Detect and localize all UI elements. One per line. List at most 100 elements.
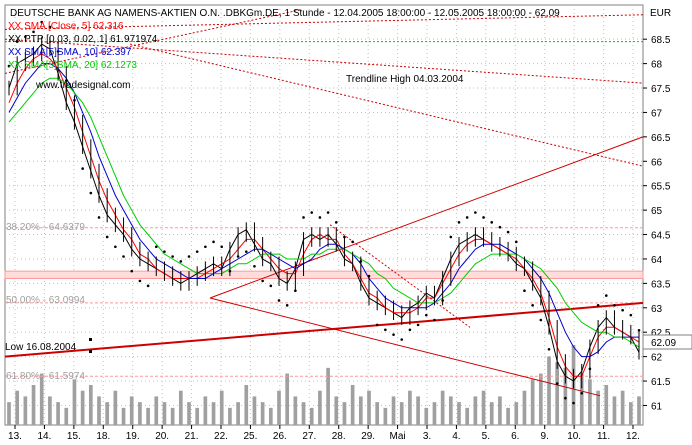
volume-bar (138, 402, 142, 425)
volume-bar (334, 396, 339, 425)
volume-bar (195, 407, 200, 425)
volume-bar (489, 402, 494, 425)
volume-bar (178, 390, 183, 425)
ptp-dot (441, 299, 444, 302)
volume-bar (367, 390, 371, 425)
volume-bar (105, 402, 110, 425)
volume-bar (375, 402, 380, 425)
ptp-dot (122, 255, 125, 258)
x-tick-label: 15. (67, 431, 81, 442)
x-tick-label: 9. (541, 431, 549, 442)
ptp-dot (212, 240, 215, 244)
volume-bar (309, 407, 314, 425)
volume-bar (277, 390, 281, 425)
volume-bar (219, 390, 224, 425)
x-tick-label: 25. (243, 431, 257, 442)
volume-bar (530, 379, 535, 425)
ptp-dot (580, 391, 584, 395)
ptp-dot (146, 284, 150, 288)
volume-bar (342, 402, 347, 425)
ptp-dot (285, 304, 289, 307)
ptp-dot (433, 318, 436, 322)
ptp-dot (474, 211, 477, 214)
dashed-trend-2 (4, 38, 644, 84)
x-tick-label: Mai (390, 431, 406, 442)
ptp-dot (375, 323, 379, 327)
volume-bar (39, 373, 44, 425)
ptp-dot (392, 333, 395, 336)
volume-bar (285, 373, 290, 425)
volume-bar (228, 407, 232, 425)
x-tick-label: 29. (361, 431, 375, 442)
volume-bar (7, 402, 11, 425)
x-tick-label: 4. (452, 431, 460, 442)
volume-bar (538, 373, 543, 425)
volume-bar (604, 385, 609, 425)
volume-bars (7, 345, 641, 425)
volume-bar (146, 407, 150, 425)
volume-bar (154, 396, 159, 425)
volume-bar (457, 402, 461, 425)
ptp-dot (15, 40, 19, 43)
ptp-dot (277, 299, 281, 302)
y-tick-label: 63.5 (651, 279, 671, 290)
ptp-dot (244, 250, 248, 253)
ptp-dot (367, 274, 371, 278)
y-tick-label: 61.5 (651, 377, 671, 388)
volume-bar (563, 367, 568, 425)
y-tick-label: 68.5 (651, 35, 671, 46)
fib-500-label: 50.00% - 63.0994 (6, 295, 85, 306)
currency-label: EUR (650, 8, 671, 19)
ptp-dot (465, 216, 469, 219)
fibonacci-levels (4, 227, 644, 377)
legend-entry: XX SMA [Close, 5] 62.316 (8, 21, 124, 32)
ptp-dot (514, 240, 518, 244)
volume-bar (23, 396, 28, 425)
ptp-dot (114, 245, 117, 249)
volume-bar (588, 379, 592, 425)
volume-bar (612, 396, 617, 425)
series-line-3 (8, 77, 640, 348)
y-tick-label: 67.5 (651, 84, 671, 95)
volume-bar (260, 402, 265, 425)
volume-bar (293, 396, 298, 425)
x-tick-label: 21. (185, 431, 199, 442)
y-tick-label: 62.5 (651, 328, 671, 339)
volume-bar (637, 396, 641, 425)
volume-bar (350, 385, 355, 425)
ptp-dot (318, 216, 322, 219)
ptp-dot (204, 245, 207, 249)
series-line-2 (8, 63, 639, 358)
y-tick-label: 66.5 (651, 133, 671, 144)
last-value-box (642, 334, 692, 350)
volume-bar (498, 396, 502, 425)
x-tick-label: 3. (423, 431, 431, 442)
ptp-dot (326, 211, 330, 214)
y-tick-label: 62 (651, 353, 663, 364)
x-tick-label: 11. (597, 431, 610, 442)
volume-bar (121, 407, 126, 425)
watermark: www.tradesignal.com (35, 80, 130, 91)
y-tick-label: 65 (651, 206, 663, 217)
ptp-dot (400, 338, 404, 341)
ptp-dot (547, 348, 551, 351)
volume-bar (628, 402, 633, 425)
ptp-dot (179, 260, 183, 263)
low-marker-2 (89, 350, 92, 353)
series-line-1 (8, 53, 640, 377)
volume-bar (72, 379, 77, 425)
ptp-dot (310, 211, 314, 214)
y-tick-label: 68 (651, 60, 663, 71)
ptp-dot (351, 240, 354, 244)
legend-entry: XX SMA[5]SMA, 10] 62.397 (8, 47, 132, 58)
volume-bar (465, 407, 470, 425)
ptp-dot (506, 230, 510, 234)
ptp-dot (629, 313, 633, 317)
ptp-dot (482, 216, 485, 219)
volume-bar (416, 396, 420, 425)
volume-bar (268, 407, 273, 425)
ptp-dot (56, 50, 60, 53)
volume-bar (187, 402, 191, 425)
ptp-dot (498, 225, 502, 229)
